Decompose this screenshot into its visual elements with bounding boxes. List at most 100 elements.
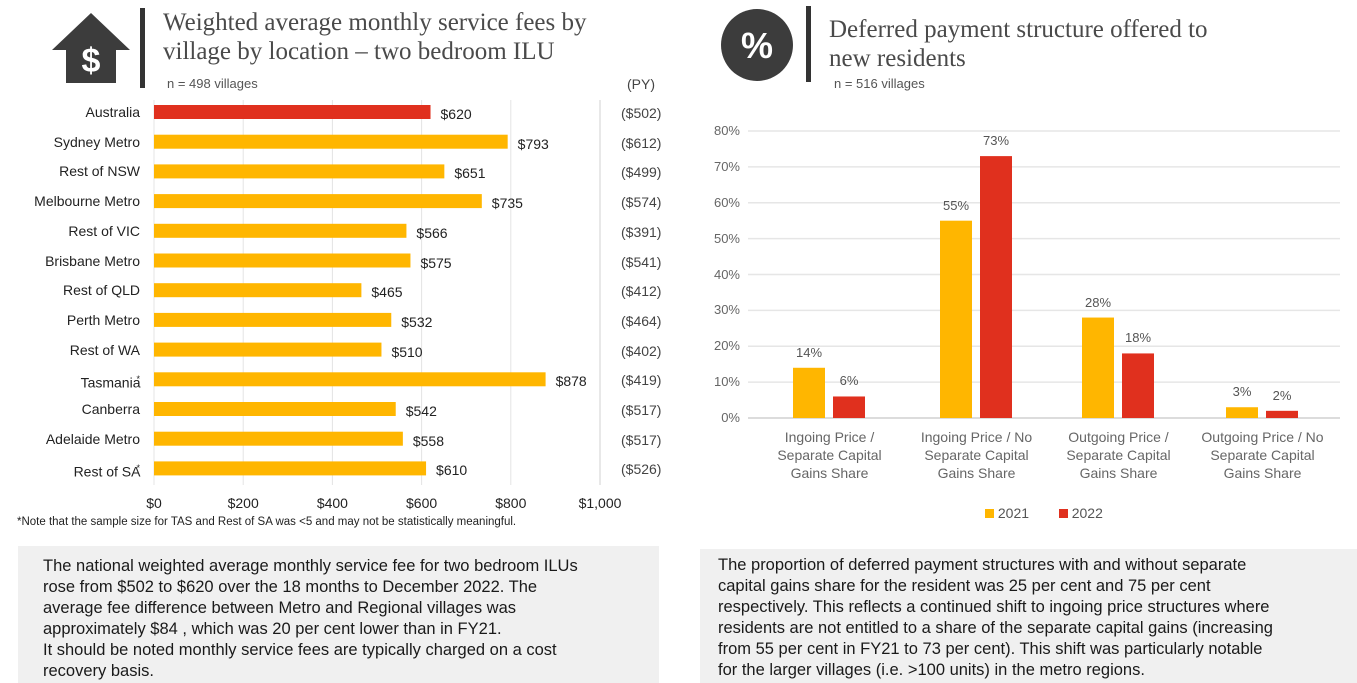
title-divider <box>140 8 145 88</box>
bar-2022-cat2 <box>980 156 1012 419</box>
legend-label-2022: 2022 <box>1071 505 1103 521</box>
bar-perth-metro <box>154 312 392 327</box>
summary-line: average fee difference between Metro and… <box>43 599 516 617</box>
value-label: 6% <box>839 373 859 389</box>
bar-2021-cat1 <box>793 367 825 418</box>
category-label-line: Outgoing Price / <box>1068 429 1169 445</box>
value-label: 18% <box>1124 330 1152 346</box>
summary-line: from 55 per cent in FY21 to 73 per cent)… <box>718 640 1263 658</box>
py-header: (PY) <box>627 76 655 92</box>
summary-line: residents are not entitled to a share of… <box>718 619 1273 637</box>
category-label-line: Separate Capital <box>777 447 882 463</box>
prior-year-label: ($499) <box>621 164 662 181</box>
value-label: $542 <box>405 403 437 419</box>
bar-2022-cat3 <box>1122 353 1154 418</box>
svg-text:%: % <box>741 25 773 66</box>
bar-rest-of-qld <box>154 283 362 298</box>
bar-rest-of-vic <box>154 223 407 238</box>
category-label-line: Gains Share <box>937 465 1016 481</box>
x-tick-label: $800 <box>495 495 527 511</box>
summary-line: The national weighted average monthly se… <box>43 557 578 575</box>
chart-title: Deferred payment structure offered to ne… <box>829 15 1208 73</box>
category-label-line: Gains Share <box>790 465 869 481</box>
bar-2021-cat3 <box>1082 317 1114 418</box>
y-tick-label: 50% <box>713 230 740 246</box>
prior-year-label: ($517) <box>621 431 662 448</box>
summary-line: It should be noted monthly service fees … <box>43 641 557 659</box>
y-tick-label: 40% <box>713 266 740 282</box>
value-label: $558 <box>412 432 445 449</box>
legend-item-2021: 2021 <box>985 505 1033 521</box>
category-label-line: Outgoing Price / No <box>1201 429 1324 445</box>
bar-brisbane-metro <box>154 253 411 268</box>
category-label: Outgoing Price / Separate Capital Gains Sh… <box>1046 428 1191 482</box>
prior-year-label: ($402) <box>621 342 662 359</box>
value-label: 28% <box>1084 294 1112 310</box>
prior-year-label: ($391) <box>621 223 662 240</box>
category-label: Canberra <box>81 401 140 417</box>
y-tick-label: 20% <box>713 338 740 354</box>
service-fee-bar-chart <box>153 100 601 485</box>
prior-year-label: ($412) <box>621 283 662 300</box>
legend-swatch-2021 <box>985 509 994 518</box>
legend-item-2022: 2022 <box>1058 505 1103 521</box>
bar-sydney-metro <box>154 134 508 149</box>
value-label: 55% <box>942 197 970 213</box>
summary-box-left: The national weighted average monthly se… <box>18 546 659 683</box>
category-label: Rest of NSW <box>59 163 140 180</box>
category-label: Rest of WA <box>69 341 140 358</box>
value-label: $878 <box>555 373 587 390</box>
category-label: Adelaide Metro <box>45 430 140 447</box>
title-divider <box>806 6 811 82</box>
value-label: $465 <box>371 284 403 301</box>
category-label: Rest of QLD <box>62 282 140 299</box>
y-tick-label: 70% <box>713 158 740 174</box>
prior-year-label: ($574) <box>621 194 662 211</box>
summary-box-right: The proportion of deferred payment struc… <box>700 549 1357 683</box>
category-label: Ingoing Price / No Separate Capital Gains … <box>904 428 1049 482</box>
x-tick-label: $200 <box>227 495 259 511</box>
footnote-marker: * <box>136 463 140 474</box>
y-tick-label: 10% <box>713 374 740 390</box>
summary-line: capital gains share for the resident was… <box>718 577 1211 595</box>
summary-line: The proportion of deferred payment struc… <box>718 556 1247 574</box>
sample-size: n = 498 villages <box>167 76 258 91</box>
prior-year-label: ($612) <box>621 134 662 151</box>
category-label-line: Ingoing Price / <box>784 429 875 445</box>
chart-title-line1: Weighted average monthly service fees by <box>163 9 587 36</box>
value-label: $510 <box>391 343 423 360</box>
value-label: $610 <box>436 462 468 479</box>
legend-label-2021: 2021 <box>997 505 1030 521</box>
legend: 2021 2022 <box>985 505 1103 521</box>
x-tick-label: $600 <box>406 495 438 511</box>
value-label: 14% <box>795 344 823 360</box>
category-label-line: Ingoing Price / No <box>920 429 1033 445</box>
category-label: Perth Metro <box>66 311 140 328</box>
bar-2021-cat2 <box>940 220 972 418</box>
chart-title-line1: Deferred payment structure offered to <box>829 16 1208 43</box>
x-tick-label: $0 <box>146 495 162 511</box>
category-label: Tasmania* <box>80 374 141 391</box>
bar-2021-cat4 <box>1226 407 1258 418</box>
value-label: 2% <box>1272 387 1292 403</box>
category-label-line: Separate Capital <box>1066 447 1171 463</box>
footnote: *Note that the sample size for TAS and R… <box>17 516 517 528</box>
percent-circle-icon: % <box>721 9 793 81</box>
category-label: Brisbane Metro <box>45 252 140 269</box>
category-label: Australia <box>85 104 140 120</box>
bar-rest-of-wa <box>154 342 382 357</box>
category-label: Melbourne Metro <box>34 193 140 210</box>
legend-swatch-2022 <box>1058 509 1068 518</box>
category-label: Rest of SA* <box>73 463 141 481</box>
category-label: Outgoing Price / No Separate Capital Gains… <box>1190 428 1335 482</box>
value-label: $651 <box>454 165 486 182</box>
category-label-line: Gains Share <box>1079 465 1158 481</box>
chart-title-line2: village by location – two bedroom ILU <box>163 38 555 65</box>
prior-year-label: ($502) <box>621 105 662 121</box>
summary-line: rose from $502 to $620 over the 18 month… <box>43 578 538 596</box>
prior-year-label: ($526) <box>621 461 662 478</box>
prior-year-label: ($464) <box>621 312 662 329</box>
category-label: Ingoing Price / Separate Capital Gains Sha… <box>757 428 902 482</box>
y-tick-label: 60% <box>713 194 740 210</box>
chart-title-line2: new residents <box>829 45 966 72</box>
